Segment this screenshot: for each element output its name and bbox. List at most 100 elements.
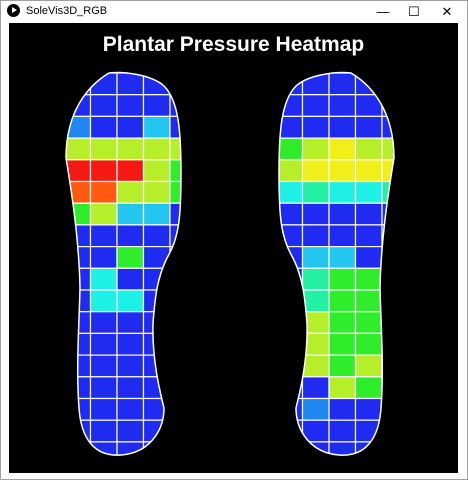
left-foot-cell xyxy=(66,202,92,226)
left-foot-cell xyxy=(197,203,224,225)
left-foot-cell xyxy=(89,180,118,204)
left-foot-cell xyxy=(142,397,171,421)
right-foot-cell xyxy=(409,203,436,225)
left-foot-cell xyxy=(116,115,145,139)
right-foot-cell xyxy=(328,137,357,161)
left-foot-cell xyxy=(169,94,181,117)
right-foot-cell xyxy=(279,94,304,117)
left-foot-cell xyxy=(66,332,92,356)
left-foot-cell xyxy=(142,332,171,356)
right-foot-cell xyxy=(409,442,436,464)
right-foot-cell xyxy=(409,138,436,160)
right-foot-cell xyxy=(328,332,357,356)
left-foot-cell xyxy=(169,397,181,421)
minimize-button[interactable]: — xyxy=(376,4,390,19)
left-foot-cell xyxy=(142,115,171,139)
right-foot-cell xyxy=(328,94,357,117)
right-foot-cell xyxy=(409,420,436,442)
left-foot-cell xyxy=(169,137,181,161)
left-foot-cell xyxy=(142,246,171,269)
right-foot-cell xyxy=(381,397,394,421)
right-foot-cell xyxy=(354,224,383,248)
right-foot-cell xyxy=(381,246,394,269)
left-foot-cell xyxy=(116,441,145,456)
left-foot-cell xyxy=(89,376,118,400)
right-foot-cell xyxy=(279,441,304,456)
left-foot-cell xyxy=(89,397,118,421)
left-foot-cell xyxy=(169,419,181,443)
right-foot-cell xyxy=(328,311,357,335)
right-foot-cell xyxy=(354,202,383,226)
left-foot-cell xyxy=(142,72,171,96)
left-foot-cell xyxy=(116,72,145,96)
right-foot-cell xyxy=(381,72,394,96)
left-foot-cell xyxy=(142,159,171,183)
right-foot-cell xyxy=(279,289,304,313)
right-foot-cell xyxy=(381,289,394,313)
right-foot-cell xyxy=(301,267,330,291)
left-foot-cell xyxy=(197,442,224,464)
right-foot-cell xyxy=(301,397,330,421)
left-foot-cell xyxy=(89,159,118,183)
right-foot-cell xyxy=(354,267,383,291)
left-foot-cell xyxy=(169,246,181,269)
left-foot-cell xyxy=(169,180,181,204)
maximize-button[interactable]: ☐ xyxy=(408,3,420,19)
right-foot-cell xyxy=(279,397,304,421)
title-bar[interactable]: SoleVis3D_RGB — ☐ ✕ xyxy=(1,1,467,22)
left-foot-cell xyxy=(169,289,181,313)
right-foot-cell xyxy=(328,354,357,378)
right-foot-cell xyxy=(354,397,383,421)
left-foot-cell xyxy=(116,311,145,335)
right-foot-cell xyxy=(354,289,383,313)
left-foot-cell xyxy=(197,399,224,421)
left-foot-cell xyxy=(89,311,118,335)
left-foot-cell xyxy=(169,267,181,291)
right-foot-cell xyxy=(328,441,357,456)
right-foot-cell xyxy=(381,311,394,335)
right-foot-cell xyxy=(381,354,394,378)
left-foot-cell xyxy=(89,202,118,226)
play-circle-icon xyxy=(7,4,20,17)
left-foot-cell xyxy=(89,94,118,117)
left-foot-cell xyxy=(169,115,181,139)
right-foot-cell xyxy=(328,267,357,291)
left-foot-cell xyxy=(116,289,145,313)
sketch-canvas[interactable]: Plantar Pressure Heatmap xyxy=(9,23,458,473)
right-foot-cell xyxy=(279,159,304,183)
right-foot-cell xyxy=(301,115,330,139)
right-foot-cell xyxy=(279,354,304,378)
close-button[interactable]: ✕ xyxy=(441,3,453,19)
left-foot-cell xyxy=(116,419,145,443)
right-foot-cell xyxy=(301,202,330,226)
right-foot-cell xyxy=(354,246,383,269)
left-foot-cell xyxy=(169,311,181,335)
right-foot-cell xyxy=(409,225,436,247)
left-foot-cell xyxy=(116,137,145,161)
right-foot-cell xyxy=(409,182,436,204)
left-foot-cell xyxy=(197,333,224,355)
left-foot-cell xyxy=(89,115,118,139)
left-foot-cell xyxy=(142,224,171,248)
left-foot-cell xyxy=(116,224,145,248)
right-foot-cell xyxy=(409,160,436,182)
right-foot-cell xyxy=(381,441,394,456)
left-foot-cell xyxy=(116,332,145,356)
heatmap-drawing xyxy=(65,71,436,464)
left-foot-cell xyxy=(142,419,171,443)
right-foot-cell xyxy=(381,224,394,248)
left-foot-cell xyxy=(66,267,92,291)
right-foot-cell xyxy=(301,354,330,378)
left-foot-cell xyxy=(142,311,171,335)
left-foot-cell xyxy=(197,247,224,269)
right-foot-cell xyxy=(301,289,330,313)
left-foot-cell xyxy=(197,377,224,399)
right-foot-cell xyxy=(328,376,357,400)
right-foot-cell xyxy=(409,355,436,377)
right-foot-cell xyxy=(409,312,436,334)
right-foot-cell xyxy=(279,332,304,356)
right-foot-cell xyxy=(409,116,436,138)
left-foot-cell xyxy=(89,267,118,291)
right-foot-cell xyxy=(409,399,436,421)
